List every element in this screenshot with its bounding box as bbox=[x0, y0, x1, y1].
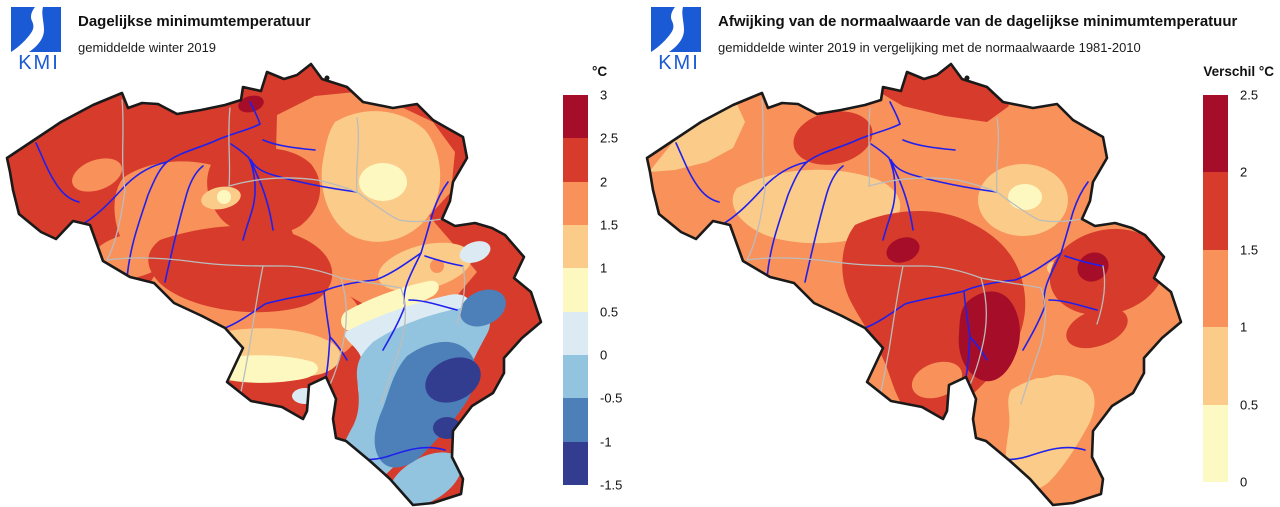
right-colorbar-unit: Verschil °C bbox=[1203, 64, 1274, 79]
colorbar-tick-label: 2 bbox=[600, 174, 608, 190]
colorbar-tick-label: 3 bbox=[600, 87, 608, 103]
colorbar-segment bbox=[563, 95, 588, 139]
colorbar-segment bbox=[563, 224, 588, 269]
colorbar-tick-label: -1.5 bbox=[600, 477, 623, 493]
colorbar-segment bbox=[563, 181, 588, 225]
colorbar-tick-label: 0.5 bbox=[600, 304, 619, 320]
colorbar-tick-label: 1 bbox=[1240, 319, 1248, 335]
left-colorbar-ticks: 3 2.5 2 1.5 1 0.5 0 -0.5 -1 -1.5 bbox=[600, 88, 644, 493]
enclave-dot bbox=[324, 75, 330, 81]
colorbar-tick-label: -1 bbox=[600, 434, 612, 450]
colorbar-segment bbox=[563, 138, 588, 182]
enclave-dot bbox=[964, 75, 970, 81]
colorbar-segment bbox=[563, 398, 588, 442]
anomaly-hotspot-center bbox=[886, 237, 920, 263]
left-colorbar: 3 2.5 2 1.5 1 0.5 0 -0.5 -1 -1.5 bbox=[563, 88, 622, 493]
anomaly-hotspot-ardennes bbox=[958, 291, 1020, 382]
colorbar-tick-label: -0.5 bbox=[600, 390, 623, 406]
colorbar-tick-label: 2.5 bbox=[600, 130, 619, 146]
right-colorbar-swatches bbox=[1203, 95, 1228, 483]
colorbar-segment bbox=[563, 354, 588, 399]
kmi-logo: KMI bbox=[8, 6, 70, 78]
left-map-subtitle: gemiddelde winter 2019 bbox=[78, 39, 217, 55]
colorbar-segment bbox=[1203, 95, 1228, 173]
left-colorbar-unit: °C bbox=[592, 64, 608, 79]
belgium-border bbox=[645, 62, 1183, 507]
colorbar-segment bbox=[563, 441, 588, 485]
right-colorbar: 2.5 2 1.5 1 0.5 0 bbox=[1203, 88, 1258, 490]
temperature-anomaly-map bbox=[645, 62, 1183, 507]
minimum-temperature-map bbox=[5, 62, 543, 507]
right-map-title: Afwijking van de normaalwaarde van de da… bbox=[718, 13, 1238, 30]
colorbar-segment bbox=[1203, 172, 1228, 250]
colorbar-segment bbox=[1203, 327, 1228, 405]
kmi-logo-icon bbox=[11, 7, 61, 52]
kmi-logo-icon bbox=[651, 7, 701, 52]
colorbar-tick-label: 1.5 bbox=[1240, 242, 1259, 258]
colorbar-segment bbox=[1203, 404, 1228, 483]
kmi-logo: KMI bbox=[648, 6, 710, 78]
left-title-block: Dagelijkse minimumtemperatuur gemiddelde… bbox=[78, 13, 311, 55]
left-map-title: Dagelijkse minimumtemperatuur bbox=[78, 13, 311, 30]
colorbar-tick-label: 1.5 bbox=[600, 217, 619, 233]
colorbar-tick-label: 0 bbox=[1240, 474, 1248, 490]
right-map-subtitle: gemiddelde winter 2019 in vergelijking m… bbox=[718, 39, 1141, 55]
colorbar-segment bbox=[1203, 249, 1228, 328]
colorbar-tick-label: 0 bbox=[600, 347, 608, 363]
left-colorbar-swatches bbox=[563, 95, 588, 485]
colorbar-segment bbox=[563, 311, 588, 355]
colorbar-tick-label: 1 bbox=[600, 260, 608, 276]
colorbar-tick-label: 0.5 bbox=[1240, 397, 1259, 413]
colorbar-segment bbox=[563, 268, 588, 312]
kmi-logo-text: KMI bbox=[658, 52, 700, 74]
belgium-border bbox=[5, 62, 543, 507]
colorbar-tick-label: 2.5 bbox=[1240, 87, 1259, 103]
kmi-logo-text: KMI bbox=[18, 52, 60, 74]
anomaly-hotspot-east bbox=[1077, 252, 1109, 282]
right-title-block: Afwijking van de normaalwaarde van de da… bbox=[718, 13, 1238, 55]
right-colorbar-ticks: 2.5 2 1.5 1 0.5 0 bbox=[1240, 88, 1280, 490]
colorbar-tick-label: 2 bbox=[1240, 164, 1248, 180]
